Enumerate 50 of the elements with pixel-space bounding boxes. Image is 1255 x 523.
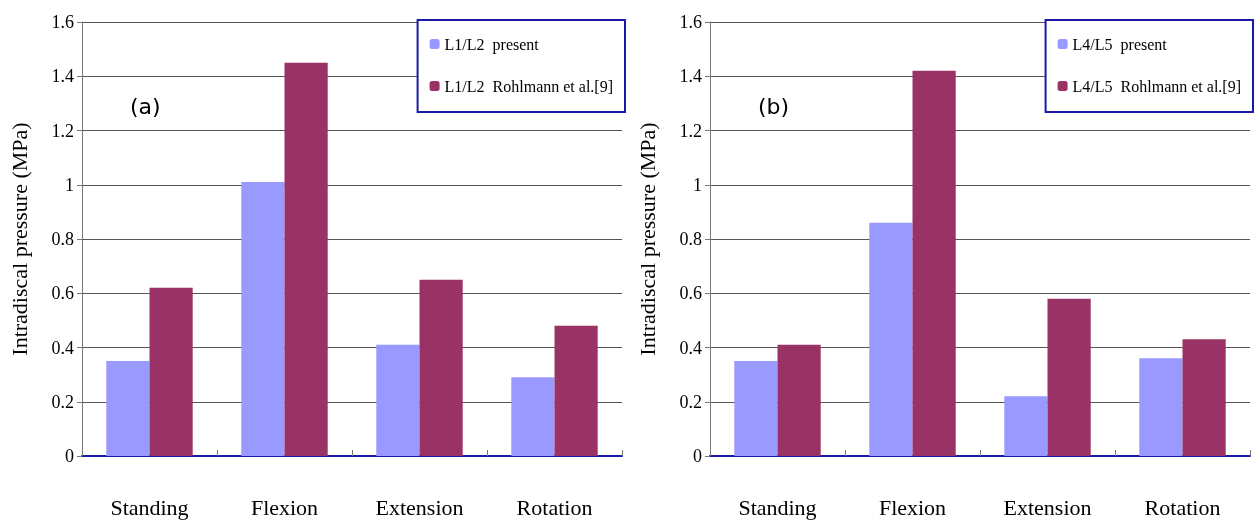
x-tick-label: Extension — [375, 494, 464, 520]
x-tick-label: Rotation — [1144, 494, 1221, 520]
bar — [1139, 358, 1183, 456]
y-tick-label: 0 — [693, 446, 702, 466]
y-tick-label: 0.2 — [679, 391, 702, 412]
bar — [554, 325, 598, 456]
y-tick-label: 1.2 — [679, 120, 702, 141]
x-tick-label: Standing — [110, 494, 189, 520]
y-tick-label: 1 — [65, 174, 74, 195]
legend-label: L4/L5 Rohlmann et al.[9] — [1072, 77, 1241, 95]
bar — [149, 287, 193, 456]
bar — [241, 182, 285, 456]
legend-label: L4/L5 present — [1072, 35, 1168, 54]
y-tick-label: 0.8 — [679, 229, 702, 249]
y-tick-label: 1 — [693, 174, 702, 195]
legend-label: L1/L2 present — [444, 35, 540, 54]
x-tick-label: Standing — [738, 494, 817, 520]
y-tick-label: 0.2 — [51, 391, 74, 412]
bar — [869, 222, 913, 456]
annotation: (b) — [758, 93, 790, 119]
bar — [376, 344, 420, 456]
x-tick-label: Flexion — [250, 494, 319, 520]
y-tick-label: 0.8 — [51, 229, 74, 249]
bar — [777, 344, 821, 456]
y-tick-label: 0.6 — [679, 283, 702, 304]
bar — [912, 70, 956, 456]
y-tick-label: 1.6 — [51, 12, 74, 32]
x-tick-label: Flexion — [878, 494, 947, 520]
y-axis-title: Intradiscal pressure (MPa) — [6, 122, 32, 356]
x-tick-label: Extension — [1003, 494, 1092, 520]
y-axis-title: Intradiscal pressure (MPa) — [634, 122, 660, 356]
bar — [1047, 298, 1091, 456]
y-tick-label: 0 — [65, 446, 74, 466]
y-tick-label: 0.4 — [51, 337, 74, 358]
y-tick-label: 1.6 — [679, 12, 702, 32]
bar — [734, 361, 778, 456]
x-tick-label: Rotation — [516, 494, 593, 520]
y-tick-label: 1.4 — [51, 66, 74, 87]
bar — [106, 361, 150, 456]
y-tick-label: 0.4 — [679, 337, 702, 358]
y-tick-label: 1.4 — [679, 66, 702, 87]
bar — [1182, 339, 1226, 456]
bar — [1004, 396, 1048, 456]
legend-label: L1/L2 Rohlmann et al.[9] — [444, 77, 613, 95]
annotation: (a) — [130, 93, 161, 119]
y-tick-label: 1.2 — [51, 120, 74, 141]
bar — [284, 62, 328, 456]
bar — [419, 279, 463, 456]
y-tick-label: 0.6 — [51, 283, 74, 304]
bar — [511, 377, 555, 456]
